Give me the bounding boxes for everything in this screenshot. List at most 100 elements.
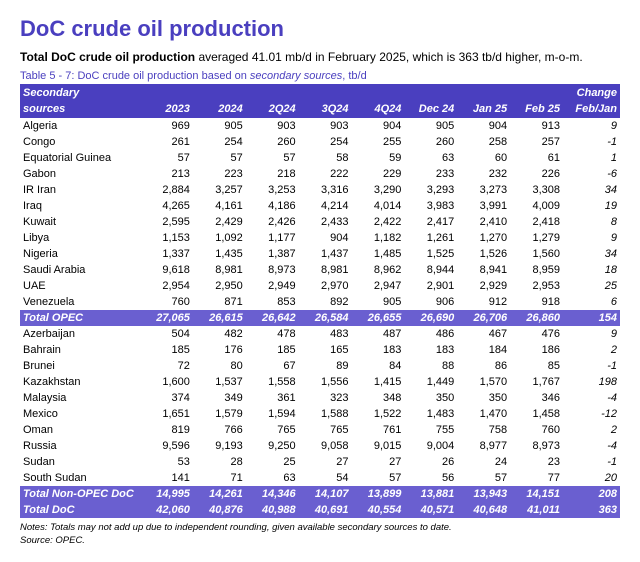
cell-value: 904 — [352, 118, 405, 134]
cell-value: 40,876 — [193, 502, 246, 518]
cell-change: 363 — [563, 502, 620, 518]
table-row: South Sudan1417163545756577720 — [20, 470, 620, 486]
cell-value: 3,983 — [404, 198, 457, 214]
cell-value: 13,943 — [457, 486, 510, 502]
column-header: Dec 24 — [404, 101, 457, 118]
cell-value: 912 — [457, 294, 510, 310]
cell-value: 1,560 — [510, 246, 563, 262]
cell-value: 3,290 — [352, 182, 405, 198]
cell-value: 1,558 — [246, 374, 299, 390]
cell-change: -6 — [563, 166, 620, 182]
cell-value: 3,308 — [510, 182, 563, 198]
cell-value: 2,953 — [510, 278, 563, 294]
cell-value: 1,525 — [404, 246, 457, 262]
total-row: Total OPEC27,06526,61526,64226,58426,655… — [20, 310, 620, 326]
row-name: Total Non-OPEC DoC — [20, 486, 140, 502]
cell-value: 1,600 — [140, 374, 193, 390]
cell-value: 903 — [246, 118, 299, 134]
cell-value: 1,767 — [510, 374, 563, 390]
cell-value: 59 — [352, 150, 405, 166]
column-header: 4Q24 — [352, 101, 405, 118]
column-header: Feb 25 — [510, 101, 563, 118]
column-header: 2Q24 — [246, 101, 299, 118]
cell-value: 374 — [140, 390, 193, 406]
cell-value: 1,437 — [299, 246, 352, 262]
table-row: Saudi Arabia9,6188,9818,9738,9818,9628,9… — [20, 262, 620, 278]
row-name: Total OPEC — [20, 310, 140, 326]
column-header: 2024 — [193, 101, 246, 118]
total-row: Total DoC42,06040,87640,98840,69140,5544… — [20, 502, 620, 518]
cell-value: 761 — [352, 422, 405, 438]
cell-value: 905 — [352, 294, 405, 310]
column-header-change: Feb/Jan — [563, 101, 620, 118]
cell-value: 254 — [299, 134, 352, 150]
cell-value: 4,161 — [193, 198, 246, 214]
row-name: Congo — [20, 134, 140, 150]
cell-value: 4,214 — [299, 198, 352, 214]
row-name: Gabon — [20, 166, 140, 182]
row-name: Algeria — [20, 118, 140, 134]
subtitle-rest: averaged 41.01 mb/d in February 2025, wh… — [195, 50, 583, 64]
header-spacer — [140, 84, 563, 101]
cell-value: 8,941 — [457, 262, 510, 278]
cell-value: 260 — [246, 134, 299, 150]
cell-value: 2,595 — [140, 214, 193, 230]
cell-value: 27,065 — [140, 310, 193, 326]
cell-change: 8 — [563, 214, 620, 230]
cell-change: 18 — [563, 262, 620, 278]
cell-value: 819 — [140, 422, 193, 438]
cell-value: 1,337 — [140, 246, 193, 262]
cell-change: 9 — [563, 326, 620, 342]
cell-value: 232 — [457, 166, 510, 182]
table-row: Bahrain1851761851651831831841862 — [20, 342, 620, 358]
column-header: Jan 25 — [457, 101, 510, 118]
cell-value: 2,929 — [457, 278, 510, 294]
cell-value: 760 — [140, 294, 193, 310]
cell-value: 9,004 — [404, 438, 457, 454]
cell-value: 26,655 — [352, 310, 405, 326]
cell-value: 53 — [140, 454, 193, 470]
cell-value: 2,426 — [246, 214, 299, 230]
cell-value: 1,579 — [193, 406, 246, 422]
cell-value: 969 — [140, 118, 193, 134]
table-row: Oman8197667657657617557587602 — [20, 422, 620, 438]
cell-value: 80 — [193, 358, 246, 374]
cell-value: 213 — [140, 166, 193, 182]
cell-change: 19 — [563, 198, 620, 214]
table-row: Kuwait2,5952,4292,4262,4332,4222,4172,41… — [20, 214, 620, 230]
cell-value: 1,537 — [193, 374, 246, 390]
cell-value: 3,293 — [404, 182, 457, 198]
cell-value: 2,970 — [299, 278, 352, 294]
cell-value: 176 — [193, 342, 246, 358]
row-name: Russia — [20, 438, 140, 454]
cell-value: 77 — [510, 470, 563, 486]
cell-value: 478 — [246, 326, 299, 342]
cell-value: 2,418 — [510, 214, 563, 230]
cell-value: 257 — [510, 134, 563, 150]
table-row: UAE2,9542,9502,9492,9702,9472,9012,9292,… — [20, 278, 620, 294]
cell-change: 198 — [563, 374, 620, 390]
cell-change: -1 — [563, 134, 620, 150]
table-row: Libya1,1531,0921,1779041,1821,2611,2701,… — [20, 230, 620, 246]
column-header: 3Q24 — [299, 101, 352, 118]
cell-value: 14,995 — [140, 486, 193, 502]
cell-value: 1,270 — [457, 230, 510, 246]
cell-value: 1,522 — [352, 406, 405, 422]
cell-value: 14,151 — [510, 486, 563, 502]
cell-value: 72 — [140, 358, 193, 374]
cell-value: 1,261 — [404, 230, 457, 246]
cell-change: -4 — [563, 438, 620, 454]
cell-value: 4,014 — [352, 198, 405, 214]
caption-em: secondary sources — [250, 70, 342, 82]
caption-plain: Table 5 - 7: DoC crude oil production ba… — [20, 70, 250, 82]
cell-value: 26,706 — [457, 310, 510, 326]
cell-value: 261 — [140, 134, 193, 150]
cell-value: 905 — [404, 118, 457, 134]
cell-value: 28 — [193, 454, 246, 470]
cell-value: 1,177 — [246, 230, 299, 246]
cell-value: 2,417 — [404, 214, 457, 230]
cell-value: 9,058 — [299, 438, 352, 454]
cell-change: -1 — [563, 454, 620, 470]
caption-tail: , tb/d — [342, 70, 366, 82]
cell-value: 2,954 — [140, 278, 193, 294]
